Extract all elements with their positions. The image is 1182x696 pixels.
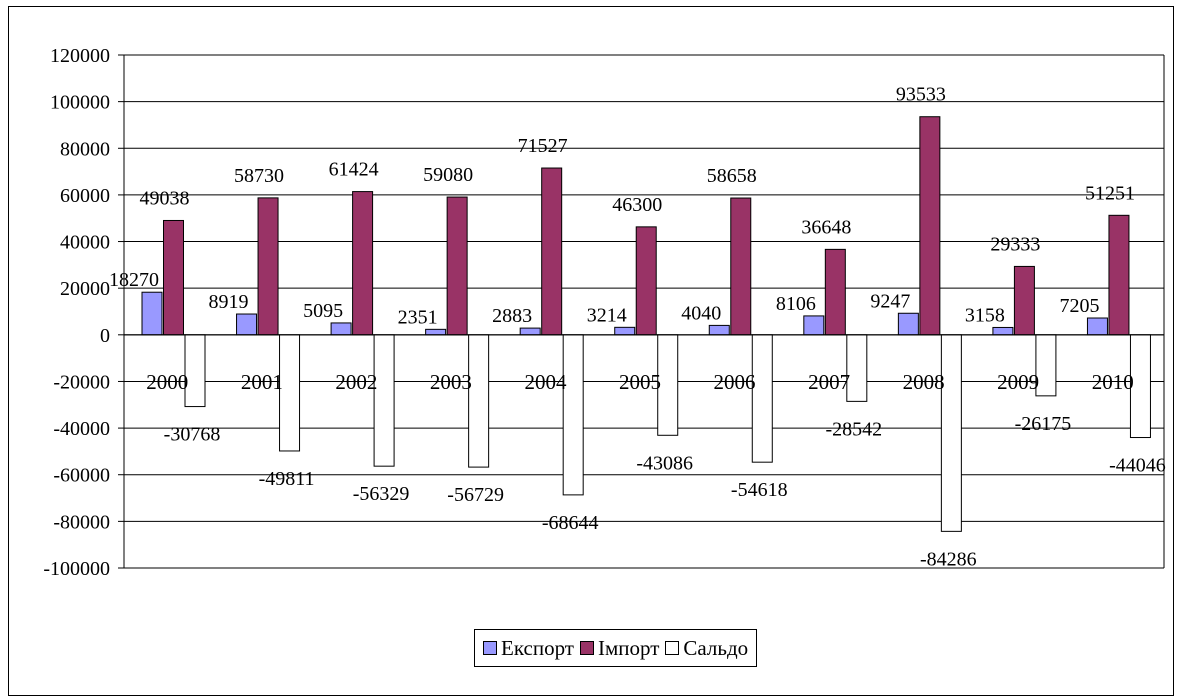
data-label: -84286 (920, 548, 977, 570)
bar-Імпорт-2001 (257, 197, 279, 336)
data-label: -56729 (447, 484, 504, 506)
x-tick-label: 2008 (903, 370, 945, 394)
legend-item-import: Імпорт (579, 635, 660, 661)
data-label: 9247 (870, 290, 910, 312)
bar-Імпорт-2000 (163, 219, 184, 336)
bar-Експорт-2005 (614, 326, 636, 336)
bar-Сальдо-2008 (940, 334, 962, 532)
bar-Експорт-2006 (708, 324, 730, 336)
y-tick-label: 60000 (60, 185, 110, 207)
x-tick-label: 2004 (524, 370, 567, 394)
data-label: 8919 (209, 291, 249, 313)
data-label: -30768 (164, 424, 221, 446)
bar-Експорт-2009 (992, 326, 1014, 336)
data-label: 8106 (776, 293, 816, 315)
y-tick-label: 40000 (60, 232, 110, 254)
y-tick-label: 80000 (60, 138, 110, 160)
y-tick-label: 120000 (50, 45, 110, 67)
data-label: 3158 (965, 304, 1005, 326)
x-tick-label: 2007 (808, 370, 850, 394)
bar-Експорт-2001 (236, 313, 258, 336)
bar-Імпорт-2002 (352, 191, 374, 336)
bar-Сальдо-2002 (373, 334, 395, 467)
data-label: 2883 (492, 305, 532, 327)
x-tick-label: 2010 (1092, 370, 1134, 394)
legend-swatch-balance (665, 641, 680, 655)
bar-Сальдо-2004 (562, 334, 584, 496)
x-tick-label: 2003 (430, 370, 472, 394)
data-label: -44046 (1109, 455, 1166, 477)
bar-Імпорт-2003 (446, 196, 468, 336)
y-tick-label: 0 (100, 325, 110, 347)
data-label: 93533 (896, 84, 946, 106)
bar-Сальдо-2006 (751, 334, 773, 463)
data-label: -43086 (636, 452, 693, 474)
legend-item-export: Експорт (483, 636, 574, 661)
bar-Експорт-2002 (330, 322, 352, 336)
data-label: 58658 (707, 165, 757, 187)
data-label: 51251 (1085, 182, 1135, 204)
data-label: 3214 (587, 304, 627, 326)
bar-Імпорт-2009 (1013, 265, 1035, 336)
bar-Імпорт-2005 (635, 226, 657, 336)
data-label: 29333 (990, 233, 1040, 255)
bar-Імпорт-2010 (1108, 214, 1130, 336)
legend-swatch-import (579, 641, 594, 655)
data-label: -54618 (731, 479, 788, 501)
data-label: 5095 (303, 300, 343, 322)
y-tick-label: -100000 (43, 558, 110, 580)
data-label: 61424 (329, 159, 379, 181)
bar-Експорт-2007 (803, 315, 825, 336)
x-tick-label: 2009 (997, 370, 1039, 394)
y-tick-label: 100000 (50, 92, 110, 114)
bar-Експорт-2008 (897, 312, 919, 336)
legend: Експорт Імпорт Сальдо (474, 629, 758, 667)
data-label: 59080 (423, 164, 473, 186)
bar-chart: 120000 100000 80000 60000 40000 20000 0 -20000 -… (43, 45, 1166, 580)
y-tick-label: -60000 (53, 465, 110, 487)
data-label: -26175 (1015, 413, 1072, 435)
bar-Експорт-2000 (141, 291, 163, 336)
data-label: 4040 (681, 302, 721, 324)
y-tick-label: -40000 (53, 418, 110, 440)
legend-label-export: Експорт (501, 635, 574, 660)
legend-label-balance: Сальдо (683, 635, 749, 660)
data-label: 46300 (612, 194, 662, 216)
data-label: -49811 (259, 468, 315, 490)
x-tick-label: 2002 (335, 370, 377, 394)
bar-Імпорт-2006 (730, 197, 752, 336)
data-label: 58730 (234, 165, 284, 187)
bar-Експорт-2003 (425, 328, 447, 336)
y-tick-label: -20000 (53, 371, 110, 393)
y-tick-label: -80000 (53, 511, 110, 533)
legend-swatch-export (483, 641, 497, 655)
data-label: 49038 (140, 187, 190, 209)
legend-label-import: Імпорт (597, 635, 660, 660)
bar-Експорт-2004 (519, 327, 541, 336)
x-tick-label: 2006 (714, 370, 756, 394)
bar-Імпорт-2007 (824, 248, 846, 336)
x-tick-label: 2000 (146, 370, 188, 394)
bar-Імпорт-2004 (541, 167, 563, 336)
bar-Експорт-2010 (1086, 317, 1108, 336)
x-tick-label: 2005 (619, 370, 661, 394)
data-label: 2351 (398, 306, 438, 328)
data-label: -28542 (825, 418, 882, 440)
data-label: 71527 (518, 135, 568, 157)
x-tick-label: 2001 (241, 370, 283, 394)
data-label: 7205 (1059, 295, 1099, 317)
bar-Імпорт-2008 (919, 116, 941, 336)
data-label: 18270 (109, 269, 159, 291)
data-label: -56329 (353, 483, 410, 505)
legend-item-balance: Сальдо (665, 636, 748, 661)
y-tick-label: 20000 (60, 278, 110, 300)
data-label: 36648 (801, 216, 851, 238)
data-label: -68644 (542, 512, 599, 534)
bar-Сальдо-2003 (468, 334, 490, 468)
